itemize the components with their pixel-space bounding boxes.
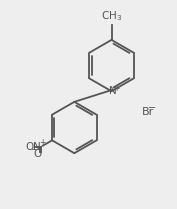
Text: −: − — [148, 103, 156, 113]
Text: Br: Br — [142, 107, 154, 117]
Text: −: − — [30, 145, 37, 154]
Text: O: O — [33, 149, 41, 159]
Text: CH$_3$: CH$_3$ — [101, 9, 122, 23]
Text: O: O — [25, 141, 34, 152]
Text: +: + — [113, 84, 119, 93]
Text: N: N — [33, 141, 41, 152]
Text: N: N — [109, 86, 116, 96]
Text: +: + — [39, 138, 46, 147]
